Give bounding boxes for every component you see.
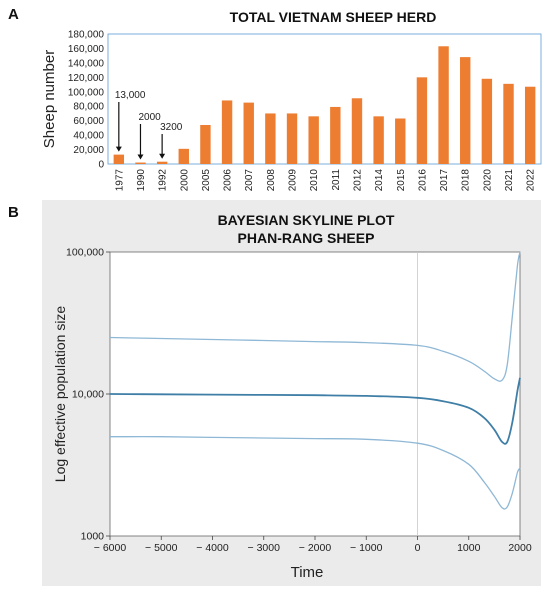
chart-a-ytick-label: 100,000 [68, 87, 105, 98]
chart-a-xtick-label: 1990 [136, 169, 147, 192]
chart-a-xtick-label: 2008 [266, 169, 277, 192]
chart-a-ytick-label: 120,000 [68, 73, 105, 84]
chart-a-ytick-label: 180,000 [68, 30, 105, 41]
chart-a-annotation-arrowhead [137, 154, 144, 160]
chart-a-xtick-label: 2005 [201, 169, 212, 192]
chart-a-bar [221, 100, 233, 164]
chart-a-ylabel: Sheep number [41, 50, 58, 148]
chart-a-xtick-label: 2000 [179, 169, 190, 192]
chart-a-xtick-label: 2006 [223, 169, 234, 192]
chart-a-bar [178, 148, 189, 164]
chart-a-ytick-label: 20,000 [73, 145, 104, 156]
chart-a-bar [416, 77, 428, 164]
chart-a-bar [395, 118, 406, 164]
chart-a-xtick-label: 2011 [331, 169, 342, 191]
chart-b-xtick-label: − 1000 [350, 542, 383, 554]
chart-a-xtick-label: 2012 [352, 169, 363, 192]
chart-a-bar [243, 102, 254, 164]
chart-a-xtick-label: 2022 [526, 169, 537, 192]
chart-b-xtick-label: − 2000 [299, 542, 332, 554]
chart-b-ytick-label: 100,000 [66, 247, 104, 259]
chart-a-xtick-label: 2009 [288, 169, 299, 192]
chart-b-subtitle: PHAN-RANG SHEEP [238, 230, 375, 246]
chart-b-ytick-label: 1000 [81, 531, 105, 543]
chart-a-bar [330, 106, 341, 164]
chart-a-xtick-label: 2016 [417, 169, 428, 192]
chart-a-ytick-label: 140,000 [68, 58, 105, 69]
chart-b-xtick-label: − 6000 [94, 542, 127, 554]
chart-a-bar [351, 98, 363, 164]
chart-a-ytick-label: 0 [98, 160, 104, 171]
chart-a-ytick-label: 160,000 [68, 44, 105, 55]
chart-a-bar [460, 57, 471, 164]
chart-a-bar [156, 161, 168, 164]
chart-a-annotation-arrowhead [115, 146, 122, 152]
chart-b-upper-hpd-line [109, 251, 521, 382]
chart-b-xtick-label: − 5000 [145, 542, 178, 554]
chart-a-bar [200, 125, 211, 164]
panel-label-a: A [8, 6, 19, 23]
chart-b-median-line [109, 377, 521, 445]
chart-a-annotation-label: 3200 [160, 122, 183, 133]
chart-a-bar [481, 78, 493, 164]
chart-a-xtick-label: 2010 [309, 169, 320, 192]
chart-b-xlabel: Time [291, 564, 324, 581]
chart-a-xtick-label: 2014 [374, 169, 385, 192]
chart-a-ytick-label: 80,000 [73, 102, 104, 113]
chart-b-lower-hpd-line [109, 436, 521, 510]
chart-a-annotation-label: 13,000 [115, 90, 146, 101]
chart-b-ylabel: Log effective population size [52, 306, 68, 483]
chart-a-xtick-label: 2017 [439, 169, 450, 192]
chart-b-ytick-label: 10,000 [72, 389, 104, 401]
chart-a-xtick-label: 2018 [461, 169, 472, 192]
chart-a-bar [524, 86, 536, 164]
chart-a-xtick-label: 1992 [158, 169, 169, 192]
chart-a-annotation-label: 2000 [138, 112, 161, 123]
chart-a-ytick-label: 60,000 [73, 116, 104, 127]
chart-b-xtick-label: 1000 [457, 542, 481, 554]
chart-a-bar [308, 116, 319, 164]
chart-a-bar [135, 162, 146, 164]
chart-b-xtick-label: 0 [415, 542, 421, 554]
chart-a-title: TOTAL VIETNAM SHEEP HERD [230, 9, 437, 25]
chart-a-xtick-label: 2015 [396, 169, 407, 192]
chart-a-annotation-arrowhead [159, 153, 166, 159]
chart-a-xtick-label: 2007 [244, 169, 255, 192]
chart-a-xtick-label: 2020 [482, 169, 493, 192]
chart-a-plot-area [107, 33, 542, 165]
chart-b-xtick-label: − 4000 [196, 542, 229, 554]
chart-a-bar [286, 113, 298, 164]
chart-a-bar [438, 46, 449, 164]
chart-a-bar [265, 113, 276, 164]
chart-a-bar [113, 154, 125, 164]
chart-a-bar [503, 83, 514, 164]
chart-a-ytick-label: 40,000 [73, 131, 104, 142]
chart-a-xtick-label: 2021 [504, 169, 515, 192]
panel-label-b: B [8, 204, 19, 221]
chart-b-xtick-label: 2000 [508, 542, 532, 554]
chart-b-title: BAYESIAN SKYLINE PLOT [218, 212, 395, 228]
sheep-herd-bar-chart: TOTAL VIETNAM SHEEP HERD Sheep number 0 2… [41, 9, 542, 192]
chart-a-xtick-label: 1977 [114, 169, 125, 192]
chart-a-bar [373, 116, 384, 164]
chart-b-xtick-label: − 3000 [248, 542, 281, 554]
